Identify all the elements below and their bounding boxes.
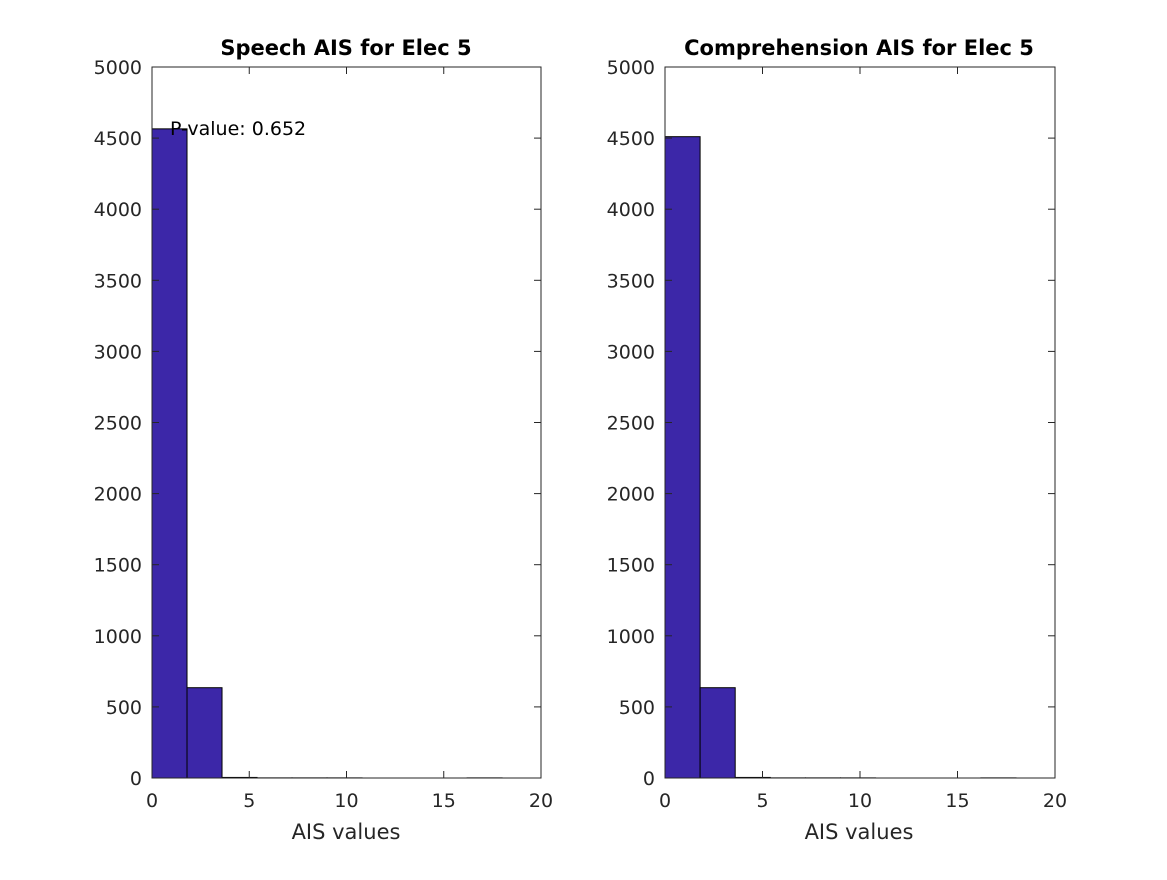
chart-title: Comprehension AIS for Elec 5 (684, 36, 1034, 60)
y-tick-label: 5000 (607, 57, 655, 79)
y-tick-label: 1000 (94, 626, 142, 648)
x-tick-label: 20 (1043, 790, 1067, 812)
y-tick-label: 500 (106, 697, 142, 719)
y-tick-label: 2500 (607, 413, 655, 435)
x-tick-label: 15 (432, 790, 456, 812)
bar-group (152, 129, 502, 778)
x-tick-label: 5 (243, 790, 255, 812)
chart-title: Speech AIS for Elec 5 (220, 36, 471, 60)
p-value-annotation: P-value: 0.652 (170, 118, 306, 140)
y-tick-label: 1500 (607, 555, 655, 577)
y-tick-label: 4000 (607, 199, 655, 221)
histogram-bar (665, 137, 700, 778)
bar-group (665, 137, 1016, 778)
axes-box (152, 67, 541, 778)
x-tick-label: 0 (659, 790, 671, 812)
x-axis-label: AIS values (292, 820, 401, 844)
y-tick-label: 2000 (94, 484, 142, 506)
y-tick-label: 0 (130, 768, 142, 790)
histogram-bar (700, 688, 735, 778)
x-tick-label: 15 (945, 790, 969, 812)
x-tick-label: 10 (848, 790, 872, 812)
subplot-speech: Speech AIS for Elec 5 0 500 1000 1500 2000 25… (94, 36, 553, 844)
histogram-bar (187, 688, 222, 778)
y-tick-label: 3000 (94, 341, 142, 363)
y-tick-label: 0 (643, 768, 655, 790)
y-tick-label: 1500 (94, 555, 142, 577)
axes-box (665, 67, 1055, 778)
y-tick-label: 1000 (607, 626, 655, 648)
y-tick-label: 3500 (607, 270, 655, 292)
y-tick-label: 5000 (94, 57, 142, 79)
y-tick-label: 3500 (94, 270, 142, 292)
x-tick-label: 20 (529, 790, 553, 812)
x-tick-label: 5 (756, 790, 768, 812)
y-tick-label: 2000 (607, 484, 655, 506)
y-tick-label: 500 (619, 697, 655, 719)
x-tick-label: 0 (146, 790, 158, 812)
histogram-bar (152, 129, 187, 778)
x-tick-label: 10 (334, 790, 358, 812)
x-axis-label: AIS values (805, 820, 914, 844)
y-tick-label: 2500 (94, 413, 142, 435)
y-tick-label: 4500 (94, 128, 142, 150)
subplot-comprehension: Comprehension AIS for Elec 5 05001000150… (607, 36, 1067, 844)
y-tick-label: 3000 (607, 341, 655, 363)
y-tick-label: 4500 (607, 128, 655, 150)
y-tick-label: 4000 (94, 199, 142, 221)
